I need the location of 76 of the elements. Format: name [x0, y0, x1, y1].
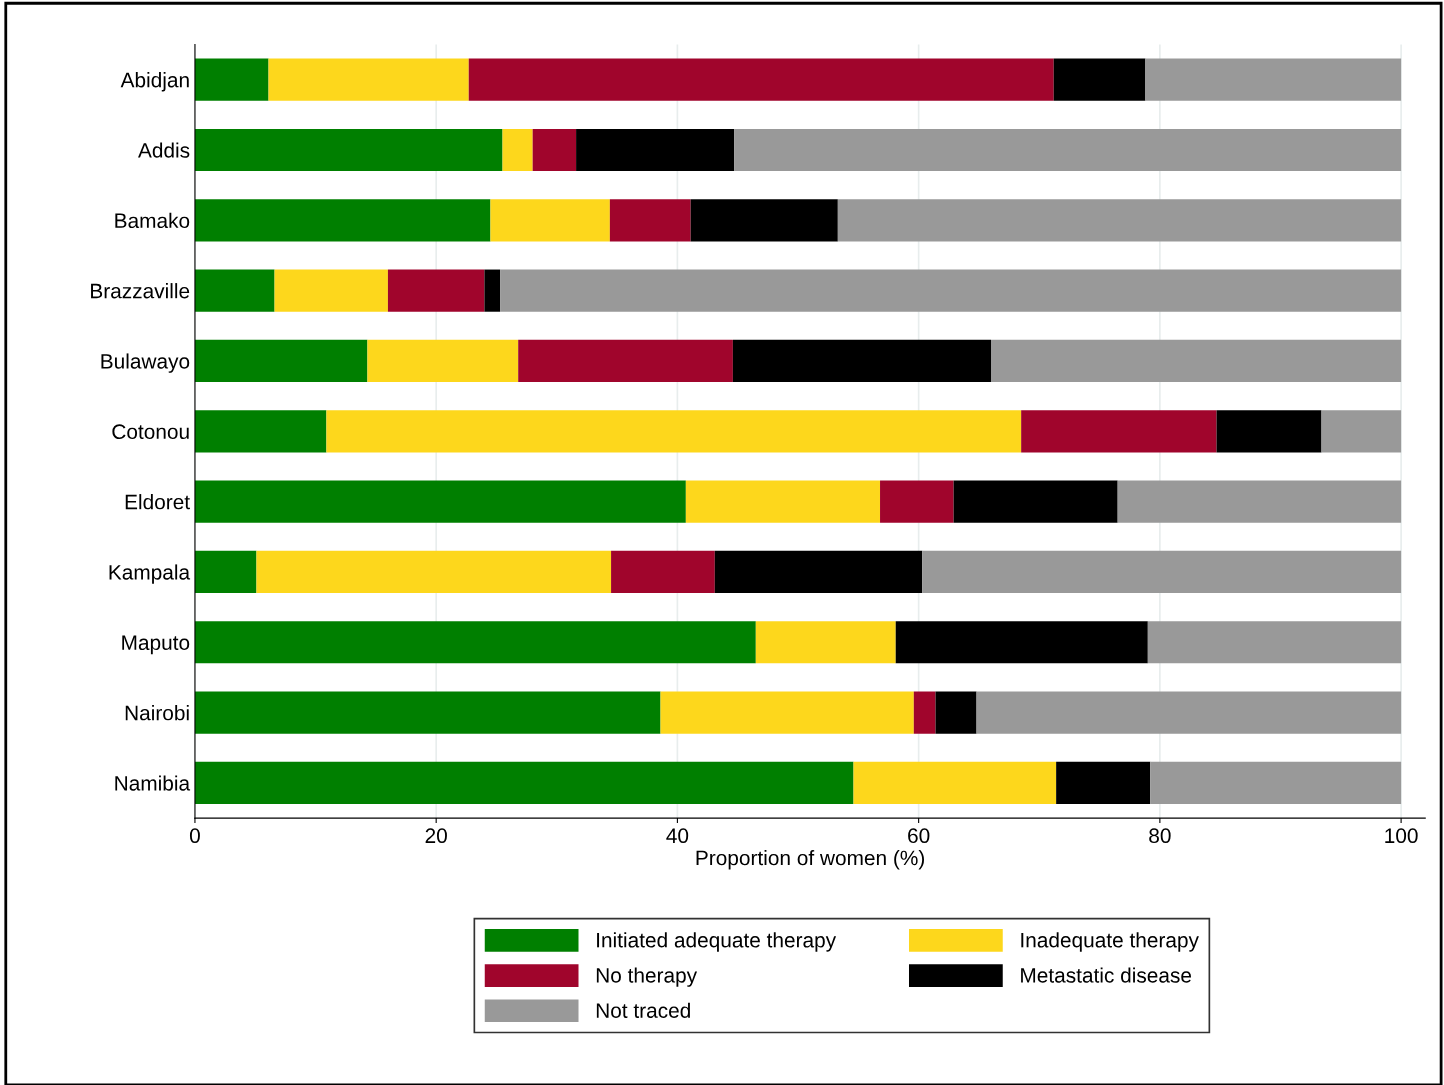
bar — [609, 199, 691, 242]
bar — [194, 691, 661, 734]
bar — [326, 410, 1022, 453]
bar — [194, 128, 503, 172]
bar — [490, 199, 610, 242]
x-tick-label: 60 — [908, 828, 930, 844]
bar — [837, 199, 1402, 242]
bar — [194, 550, 257, 594]
bar — [880, 480, 954, 523]
y-tick-label: Namibia — [115, 775, 191, 791]
bar — [1053, 58, 1146, 101]
bar — [922, 550, 1402, 594]
bar — [1150, 761, 1402, 805]
bar — [500, 269, 1402, 312]
bar — [976, 691, 1402, 734]
bar — [532, 128, 577, 172]
bar — [853, 761, 1057, 805]
y-tick-label: Kampala — [109, 564, 191, 584]
bar — [1145, 58, 1402, 101]
x-tick-label: 0 — [189, 828, 200, 844]
y-tick-label: Addis — [138, 142, 190, 158]
bar — [468, 58, 1054, 101]
bar — [256, 550, 612, 594]
bar — [734, 128, 1402, 172]
x-tick-label: 40 — [666, 828, 689, 844]
y-tick-label: Eldoret — [125, 494, 190, 510]
bar — [714, 550, 923, 594]
bar — [576, 128, 735, 172]
bar — [518, 339, 733, 383]
bar — [991, 339, 1402, 383]
legend-label: Initiated adequate therapy — [597, 932, 837, 952]
bar — [611, 550, 715, 594]
bar — [274, 269, 388, 312]
bar — [755, 621, 896, 664]
bar — [367, 339, 519, 383]
bar — [194, 410, 327, 453]
bar — [268, 58, 469, 101]
bar — [502, 128, 533, 172]
x-tick-label: 100 — [1385, 828, 1418, 844]
y-tick-label: Brazzaville — [91, 283, 190, 299]
legend-label: No therapy — [596, 967, 698, 987]
y-tick-label: Abidjan — [120, 72, 189, 92]
legend-label: Metastatic disease — [1021, 967, 1192, 983]
bar — [732, 339, 992, 383]
bar — [194, 480, 686, 523]
bar — [913, 691, 936, 734]
x-axis-title: Proportion of women (%) — [696, 850, 925, 870]
x-tick-label: 20 — [425, 828, 447, 844]
bar — [484, 269, 501, 312]
bar — [1216, 410, 1322, 453]
bar — [194, 339, 368, 383]
y-tick-label: Bulawayo — [101, 353, 190, 373]
bar — [1021, 410, 1217, 453]
bar — [387, 269, 485, 312]
bar — [685, 480, 881, 523]
y-tick-label: Maputo — [122, 635, 190, 655]
bar — [895, 621, 1148, 664]
bar — [1117, 480, 1402, 523]
y-tick-label: Cotonou — [112, 424, 189, 440]
bar — [690, 199, 838, 242]
bar — [194, 621, 756, 664]
bar — [1056, 761, 1151, 805]
x-tick-label: 80 — [1149, 828, 1171, 844]
bar — [660, 691, 914, 734]
legend-label: Not traced — [596, 1002, 690, 1018]
bar — [194, 199, 491, 242]
y-tick-label: Bamako — [115, 212, 190, 229]
bar — [194, 761, 854, 805]
bar — [953, 480, 1118, 523]
bar — [935, 691, 977, 734]
bar — [194, 58, 269, 101]
bar — [194, 269, 275, 312]
legend-label: Inadequate therapy — [1021, 932, 1199, 952]
bar — [1147, 621, 1402, 664]
y-tick-label: Nairobi — [125, 705, 189, 721]
bar — [1321, 410, 1402, 453]
